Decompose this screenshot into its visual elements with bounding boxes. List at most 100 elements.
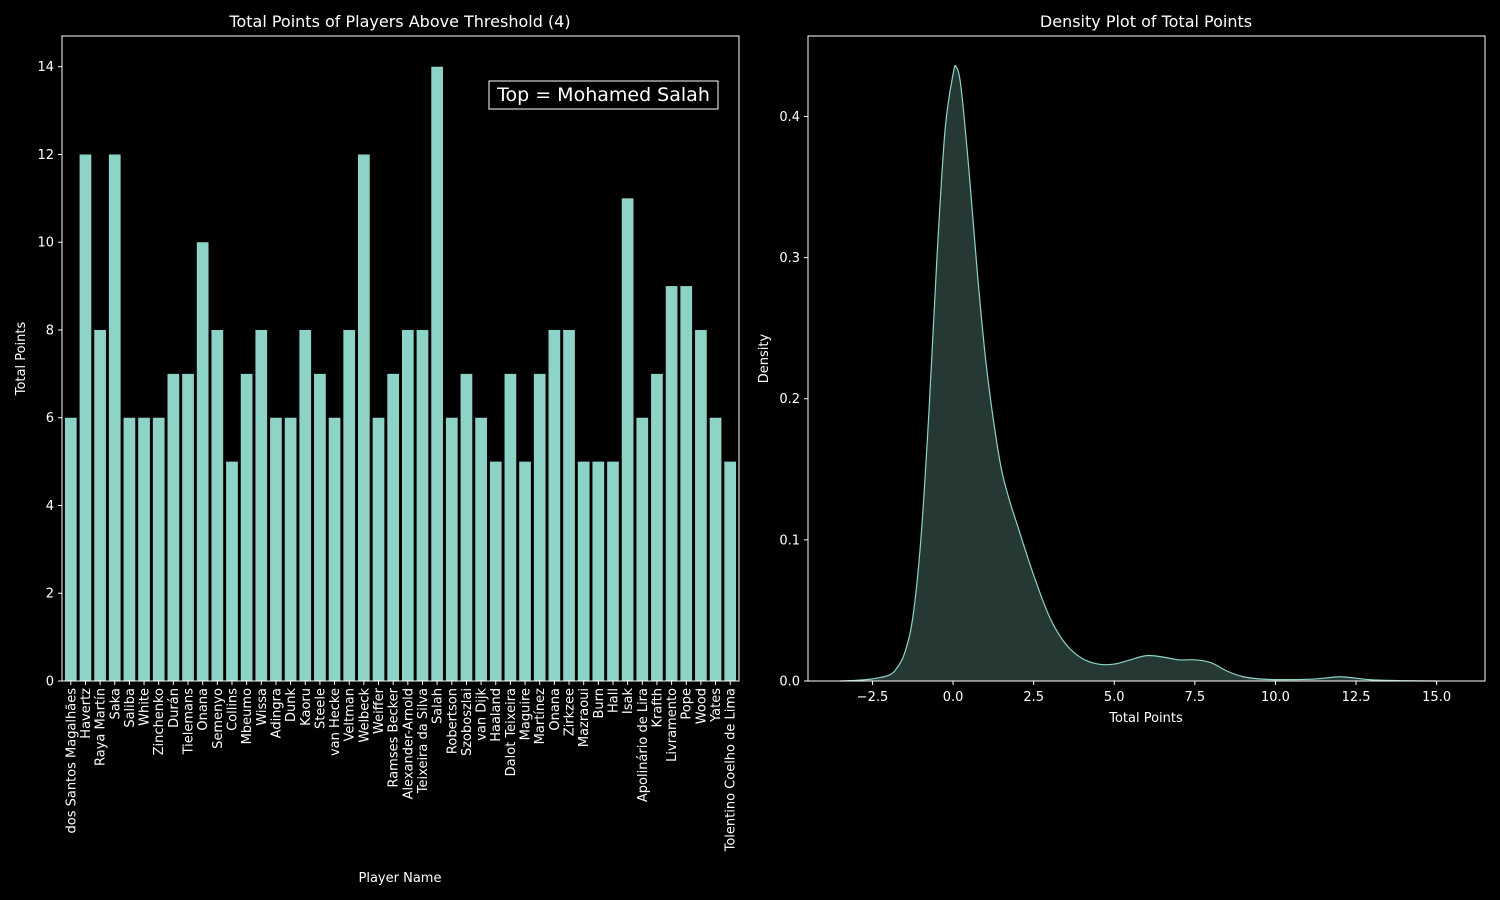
bar-x-axis-label: Player Name: [359, 871, 442, 886]
bar-x-tick-label: Teixeira da Silva: [416, 688, 431, 794]
bar-x-tick-label: Livramento: [665, 688, 680, 762]
density-y-axis-ticks: 0.0 0.1 0.2 0.3 0.4: [779, 110, 808, 690]
bar-x-tick-label: van Hecke: [328, 688, 343, 756]
bar: [108, 154, 121, 682]
bar-x-tick-label: Dunk: [284, 688, 299, 722]
bar: [138, 417, 150, 681]
bar-x-axis-ticks: dos Santos Magalhães Havertz Raya Martín Sa…: [64, 681, 739, 852]
bar: [416, 329, 429, 681]
bar: [94, 329, 106, 681]
density-chart-frame: [807, 35, 1486, 682]
density-y-tick-label: 0.1: [779, 533, 800, 548]
bar-chart: Total Points of Players Above Threshold …: [14, 12, 740, 886]
bar-x-tick-label: Zirkzee: [563, 688, 578, 736]
bar-x-tick-label: Weiffer: [372, 687, 387, 734]
bar: [64, 417, 77, 681]
bar: [226, 461, 238, 681]
annotation-box: [488, 80, 719, 110]
bar-x-tick-label: Havertz: [79, 688, 94, 739]
top-player-annotation: Top = Mohamed Salah: [488, 80, 719, 110]
bar-x-tick-label: White: [138, 688, 153, 726]
bar: [680, 286, 693, 681]
bar: [167, 373, 180, 681]
bar: [577, 461, 590, 681]
bar: [284, 417, 297, 681]
bar-x-tick-label: Mbeumo: [240, 688, 255, 744]
bar: [621, 198, 634, 682]
bar-y-tick-label: 14: [37, 60, 54, 75]
bar: [504, 373, 517, 681]
bar: [182, 373, 194, 681]
bar-x-tick-label: Zinchenko: [152, 688, 167, 755]
bar-x-tick-label: Tolentino Coelho de Lima: [724, 688, 739, 852]
bar-x-tick-label: Semenyo: [211, 688, 226, 749]
bar-x-tick-label: van Dijk: [475, 688, 490, 741]
bar: [489, 461, 502, 681]
bar: [255, 329, 268, 681]
density-area: [840, 65, 1437, 681]
bar-x-tick-label: Saka: [108, 688, 123, 719]
bar: [548, 329, 561, 681]
bar: [533, 373, 546, 681]
bar: [79, 154, 92, 682]
bar-x-tick-label: Salah: [431, 688, 446, 724]
bar-x-tick-label: Alexander-Arnold: [401, 688, 416, 799]
density-x-tick-label: 0.0: [943, 690, 964, 705]
bar-x-tick-label: Yates: [709, 688, 724, 723]
density-x-tick-label: 10.0: [1261, 690, 1290, 705]
bar-x-tick-label: Saliba: [123, 688, 138, 728]
bar-y-tick-label: 10: [37, 236, 54, 251]
bar: [445, 417, 458, 681]
bar: [152, 417, 165, 681]
bar-y-axis-label: Total Points: [14, 322, 29, 397]
bar-x-tick-label: Collins: [225, 688, 240, 731]
density-y-axis-label: Density: [757, 333, 772, 383]
bar: [328, 417, 341, 681]
bar-x-tick-label: Maguire: [519, 688, 534, 740]
bar: [270, 417, 282, 681]
bar: [211, 329, 224, 681]
density-x-tick-label: 12.5: [1342, 690, 1371, 705]
bar: [519, 461, 531, 681]
bar: [299, 329, 312, 681]
bar: [387, 373, 400, 681]
bar-x-tick-label: Wood: [694, 688, 709, 724]
density-marks: [840, 64, 1437, 682]
bar-y-axis-ticks: 0 2 4 6 8 10 12 14: [37, 60, 62, 690]
bar-x-tick-label: Welbeck: [357, 688, 372, 743]
bar: [314, 373, 326, 681]
density-x-tick-label: 5.0: [1104, 690, 1125, 705]
bar-x-tick-label: Wissa: [255, 688, 270, 726]
bar-x-tick-label: Hall: [606, 688, 621, 713]
bar-x-tick-label: Isak: [621, 688, 636, 715]
bar-y-tick-label: 8: [46, 323, 54, 338]
density-x-axis-label: Total Points: [1108, 711, 1183, 726]
bar-x-tick-label: Adingra: [269, 688, 284, 738]
bar-x-tick-label: Mazraoui: [577, 688, 592, 747]
bar: [358, 154, 370, 682]
bar: [343, 329, 356, 681]
bar-y-tick-label: 6: [46, 411, 54, 426]
density-line: [840, 64, 1437, 682]
density-y-tick-label: 0.0: [779, 675, 800, 690]
bar-x-tick-label: Szoboszlai: [460, 688, 475, 756]
density-chart: Density Plot of Total Points 0.0 0.1 0.2 0.…: [757, 12, 1486, 726]
density-y-tick-label: 0.2: [779, 392, 800, 407]
bar-x-tick-label: Kaoru: [299, 688, 314, 726]
density-y-tick-label: 0.4: [779, 110, 800, 125]
bar-x-tick-label: Ramses Becker: [387, 687, 402, 787]
bar-x-tick-label: Dalot Teixeira: [504, 688, 519, 776]
density-chart-title: Density Plot of Total Points: [1040, 12, 1252, 31]
annotation-text: Top = Mohamed Salah: [496, 84, 710, 106]
bar: [196, 242, 209, 681]
bar-chart-frame: [61, 35, 740, 682]
bar-x-tick-label: Onana: [196, 688, 211, 731]
density-x-tick-label: 15.0: [1422, 690, 1451, 705]
bar: [475, 417, 487, 681]
density-x-axis-ticks: −2.5 0.0 2.5 5.0 7.5 10.0 12.5 15.0: [857, 681, 1451, 705]
bar: [460, 373, 473, 681]
bar: [431, 66, 443, 681]
bar-y-tick-label: 12: [37, 148, 54, 163]
bar: [607, 461, 619, 681]
